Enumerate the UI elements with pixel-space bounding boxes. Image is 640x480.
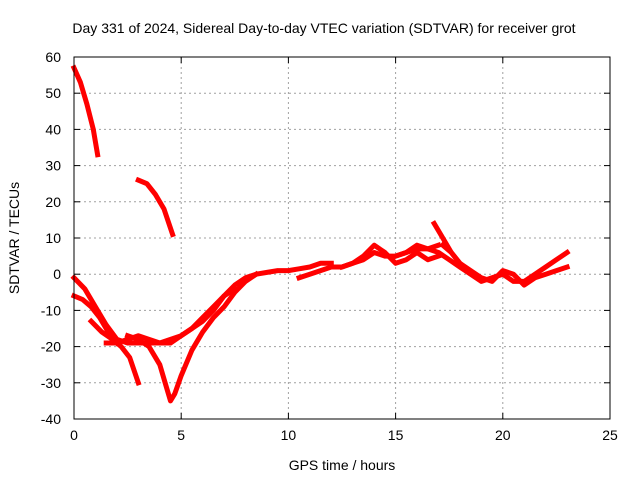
x-axis-label: GPS time / hours bbox=[289, 457, 396, 473]
axis-ticks: 0 5 10 15 20 25 -40 -30 -20 -10 0 10 20 30 40 50 60 bbox=[41, 49, 618, 443]
series-line-s10 bbox=[392, 242, 571, 284]
y-tick-label: 60 bbox=[45, 49, 61, 65]
series-line-s8 bbox=[295, 242, 442, 281]
series-line-s5 bbox=[87, 317, 142, 386]
series-line-s4 bbox=[70, 292, 121, 347]
y-tick-label: -40 bbox=[41, 411, 61, 427]
y-tick-label: -10 bbox=[41, 302, 61, 318]
y-tick-label: 20 bbox=[45, 194, 61, 210]
series-line-s2 bbox=[135, 176, 176, 238]
x-tick-label: 25 bbox=[602, 427, 618, 443]
series-line-s12 bbox=[439, 241, 481, 282]
series-line-s6 bbox=[124, 270, 260, 404]
x-tick-label: 10 bbox=[281, 427, 297, 443]
x-tick-label: 5 bbox=[177, 427, 185, 443]
series-line-s1 bbox=[70, 64, 101, 158]
y-tick-label: 0 bbox=[53, 266, 61, 282]
x-tick-label: 15 bbox=[388, 427, 404, 443]
x-tick-label: 0 bbox=[70, 427, 78, 443]
data-series bbox=[70, 64, 571, 404]
x-tick-label: 20 bbox=[495, 427, 511, 443]
y-tick-label: -20 bbox=[41, 339, 61, 355]
y-tick-label: 50 bbox=[45, 85, 61, 101]
y-tick-label: 30 bbox=[45, 158, 61, 174]
y-tick-label: 40 bbox=[45, 121, 61, 137]
y-tick-label: -30 bbox=[41, 375, 61, 391]
chart-title: Day 331 of 2024, Sidereal Day-to-day VTE… bbox=[72, 20, 575, 36]
y-tick-label: 10 bbox=[45, 230, 61, 246]
grid-lines bbox=[74, 57, 610, 419]
y-axis-label: SDTVAR / TECUs bbox=[6, 182, 22, 294]
series-line-s7 bbox=[103, 285, 239, 346]
series-line-s9 bbox=[338, 242, 442, 271]
